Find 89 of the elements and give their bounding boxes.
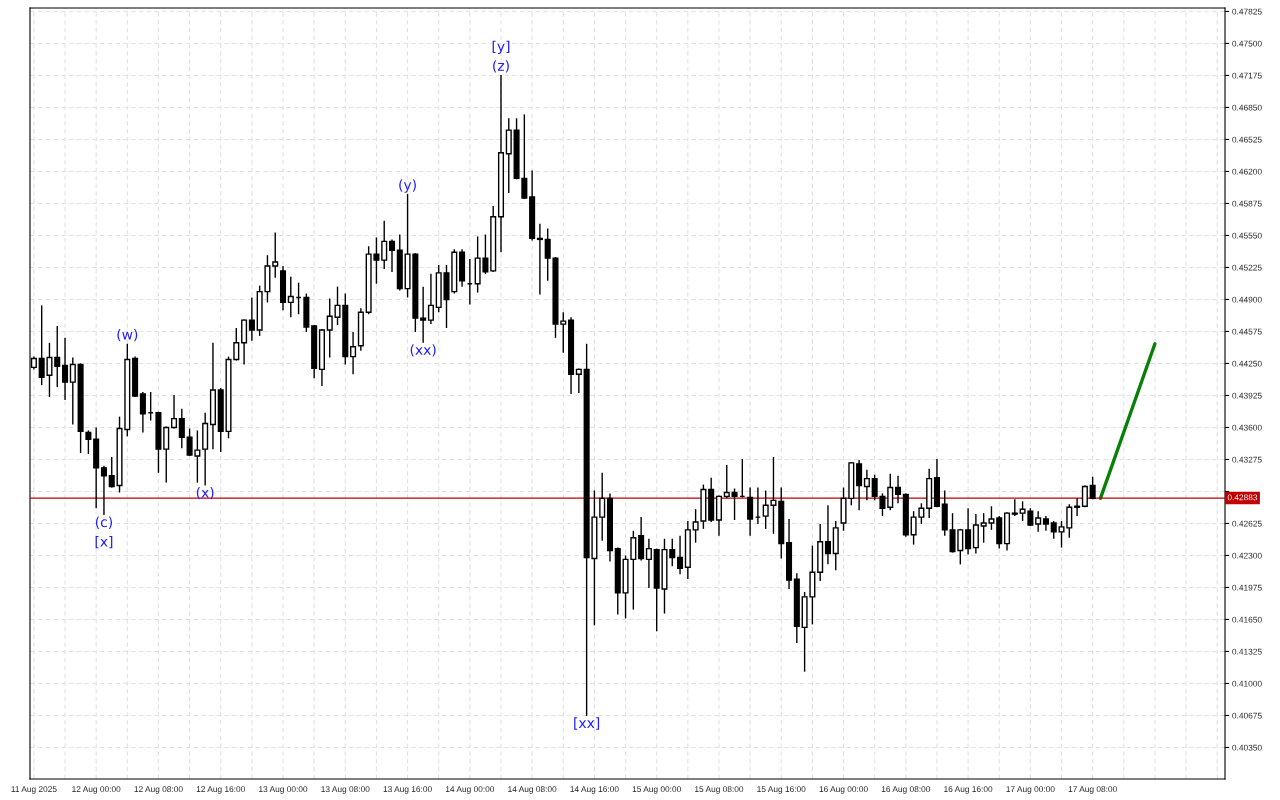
candlestick — [100, 465, 107, 516]
ref-line-label: 0.42883 — [1227, 494, 1258, 501]
x-tick-label: 14 Aug 00:00 — [445, 786, 495, 794]
candlestick — [178, 408, 185, 449]
y-tick-label: 0.40350 — [1232, 744, 1262, 751]
candlestick — [85, 429, 92, 455]
annotation: (w) — [117, 328, 138, 342]
x-tick-label: 11 Aug 2025 — [11, 786, 57, 794]
candlestick — [1035, 510, 1042, 533]
candlestick — [965, 507, 972, 556]
x-tick-label: 17 Aug 00:00 — [1006, 786, 1055, 794]
y-tick-label: 0.47825 — [1232, 8, 1262, 15]
y-tick-label: 0.44575 — [1232, 328, 1262, 335]
candlestick — [54, 325, 61, 388]
candlestick — [350, 331, 357, 375]
y-tick-label: 0.45225 — [1232, 264, 1262, 271]
candlestick — [856, 459, 863, 511]
candlestick — [241, 318, 248, 366]
candlestick — [677, 535, 684, 575]
candlestick — [894, 475, 902, 504]
y-tick-label: 0.41000 — [1232, 680, 1262, 687]
candlestick — [420, 285, 427, 344]
x-tick-label: 12 Aug 16:00 — [196, 786, 245, 794]
candlestick — [139, 391, 146, 434]
candlestick — [272, 231, 279, 279]
x-tick-label: 13 Aug 08:00 — [321, 786, 370, 794]
y-tick-label: 0.44250 — [1232, 360, 1262, 367]
y-tick-label: 0.43600 — [1232, 424, 1262, 431]
x-tick-label: 16 Aug 16:00 — [944, 786, 993, 794]
annotation: (x) — [196, 486, 214, 500]
annotation: [x] — [95, 535, 113, 549]
y-tick-label: 0.42300 — [1232, 552, 1262, 559]
candlestick — [575, 367, 582, 394]
x-tick-label: 15 Aug 16:00 — [757, 786, 806, 794]
x-tick-label: 12 Aug 00:00 — [72, 786, 121, 794]
x-tick-label: 13 Aug 00:00 — [259, 786, 308, 794]
annotation: (z) — [493, 60, 509, 73]
annotation: [y] — [492, 40, 510, 55]
candlestick — [381, 219, 388, 270]
x-tick-label: 12 Aug 08:00 — [134, 786, 183, 794]
y-tick-label: 0.41650 — [1232, 616, 1262, 623]
candlestick — [972, 513, 979, 555]
x-tick-label: 16 Aug 08:00 — [881, 786, 931, 794]
y-tick-label: 0.46200 — [1232, 168, 1262, 175]
annotation: (xx) — [410, 344, 436, 357]
y-tick-label: 0.41975 — [1232, 584, 1262, 591]
candlestick — [287, 276, 294, 318]
candlestick — [427, 273, 434, 325]
y-tick-label: 0.40675 — [1232, 712, 1262, 719]
x-tick-label: 15 Aug 00:00 — [632, 786, 681, 794]
candlestick — [536, 222, 543, 296]
candlestick — [863, 469, 870, 502]
y-tick-label: 0.45550 — [1232, 232, 1262, 239]
annotation: (c) — [95, 516, 112, 529]
y-tick-label: 0.43275 — [1232, 456, 1262, 463]
candlestick — [887, 473, 894, 511]
y-tick-label: 0.44900 — [1232, 296, 1262, 303]
candlestick — [505, 117, 512, 194]
candlestick — [645, 538, 652, 589]
candlestick — [170, 394, 178, 430]
x-tick-label: 13 Aug 16:00 — [383, 786, 432, 794]
annotation: [xx] — [574, 717, 600, 730]
candlestick — [723, 464, 730, 500]
candlestick — [388, 238, 396, 273]
candlestick — [824, 504, 831, 566]
candlestick — [69, 356, 76, 426]
y-tick-label: 0.47500 — [1232, 40, 1262, 47]
y-tick-label: 0.45875 — [1232, 200, 1262, 207]
candlestick — [62, 337, 69, 401]
y-tick-label: 0.46525 — [1232, 136, 1262, 143]
x-tick-label: 14 Aug 08:00 — [508, 786, 557, 794]
candlestick — [248, 296, 255, 342]
x-tick-label: 14 Aug 16:00 — [570, 786, 619, 794]
candlestick — [599, 472, 606, 542]
candlestick — [715, 494, 723, 537]
y-tick-label: 0.42625 — [1232, 520, 1262, 527]
y-tick-label: 0.46850 — [1232, 104, 1262, 111]
candlestick — [731, 487, 738, 521]
y-tick-label: 0.41325 — [1232, 648, 1262, 655]
y-tick-label: 0.43925 — [1232, 392, 1262, 399]
candlestick — [1074, 497, 1081, 517]
candlestick — [638, 516, 645, 562]
candlestick — [747, 486, 754, 537]
candlestick — [163, 425, 170, 484]
y-tick-label: 0.47175 — [1232, 72, 1262, 79]
x-tick-label: 17 Aug 08:00 — [1068, 786, 1117, 794]
x-tick-label: 16 Aug 00:00 — [819, 786, 868, 794]
x-tick-label: 15 Aug 08:00 — [695, 786, 744, 794]
annotation: (y) — [399, 179, 416, 193]
